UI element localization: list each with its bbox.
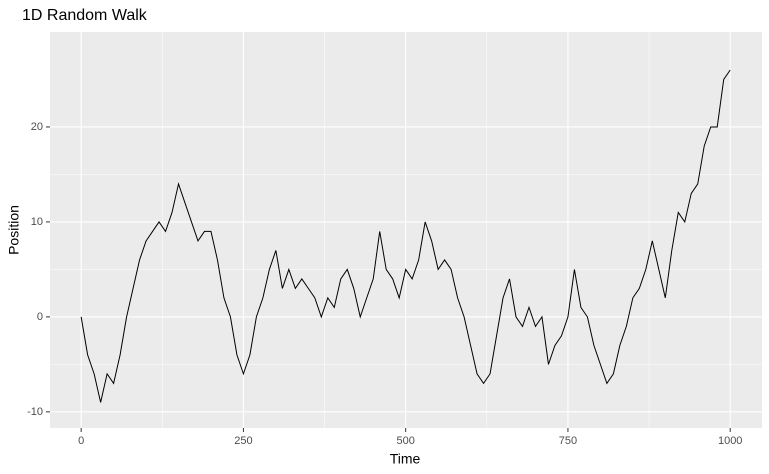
line: [80, 69, 731, 403]
x-tick-label: 0: [78, 435, 84, 447]
y-tick-label: -10: [27, 406, 43, 418]
x-tick-label: 250: [234, 435, 252, 447]
x-axis-label: Time: [390, 451, 421, 467]
x-tick-label: 750: [559, 435, 577, 447]
y-tick-label: 20: [31, 121, 43, 133]
chart-title: 1D Random Walk: [22, 7, 148, 24]
y-tick-label: 0: [37, 311, 43, 323]
x-tick-label: 500: [396, 435, 414, 447]
y-axis-label: Position: [6, 205, 22, 255]
x-tick-label: 1000: [718, 435, 742, 447]
y-tick-label: 10: [31, 216, 43, 228]
